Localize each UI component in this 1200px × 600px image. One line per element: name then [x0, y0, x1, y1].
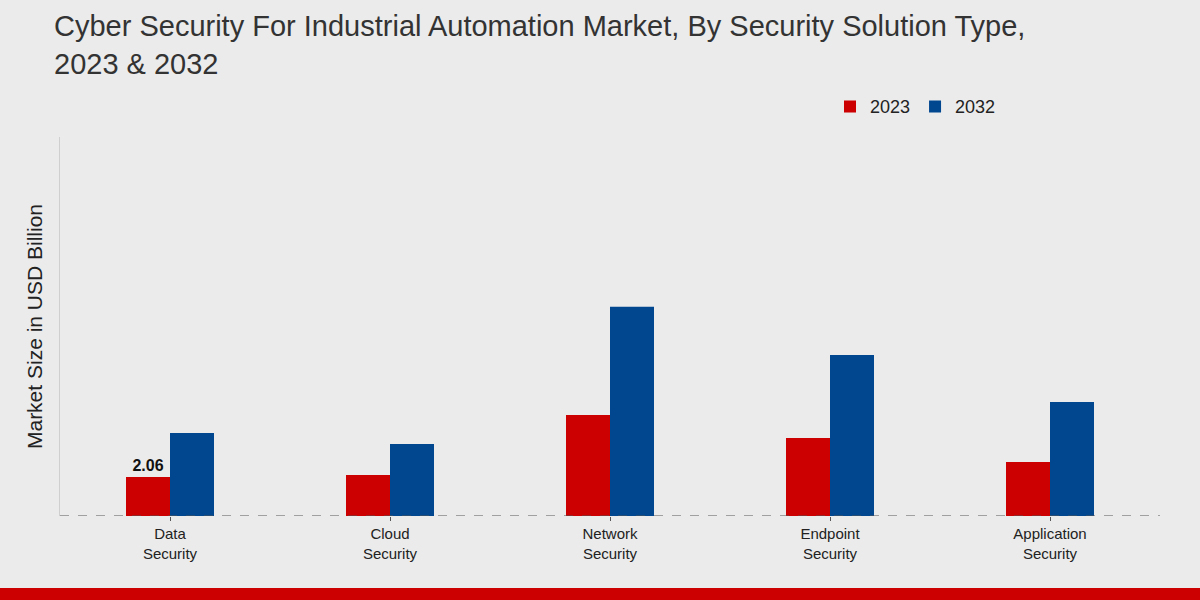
svg-text:Market Size in USD Billion: Market Size in USD Billion [23, 204, 46, 449]
svg-text:ApplicationSecurity: ApplicationSecurity [1013, 525, 1086, 562]
svg-text:DataSecurity: DataSecurity [143, 525, 198, 562]
svg-text:EndpointSecurity: EndpointSecurity [800, 525, 860, 562]
svg-text:CloudSecurity: CloudSecurity [363, 525, 418, 562]
svg-text:2023: 2023 [870, 97, 910, 117]
svg-text:2.06: 2.06 [132, 457, 163, 474]
svg-text:Cyber Security For Industrial: Cyber Security For Industrial Automation… [54, 10, 1025, 80]
svg-text:2032: 2032 [955, 97, 995, 117]
svg-text:NetworkSecurity: NetworkSecurity [582, 525, 638, 562]
